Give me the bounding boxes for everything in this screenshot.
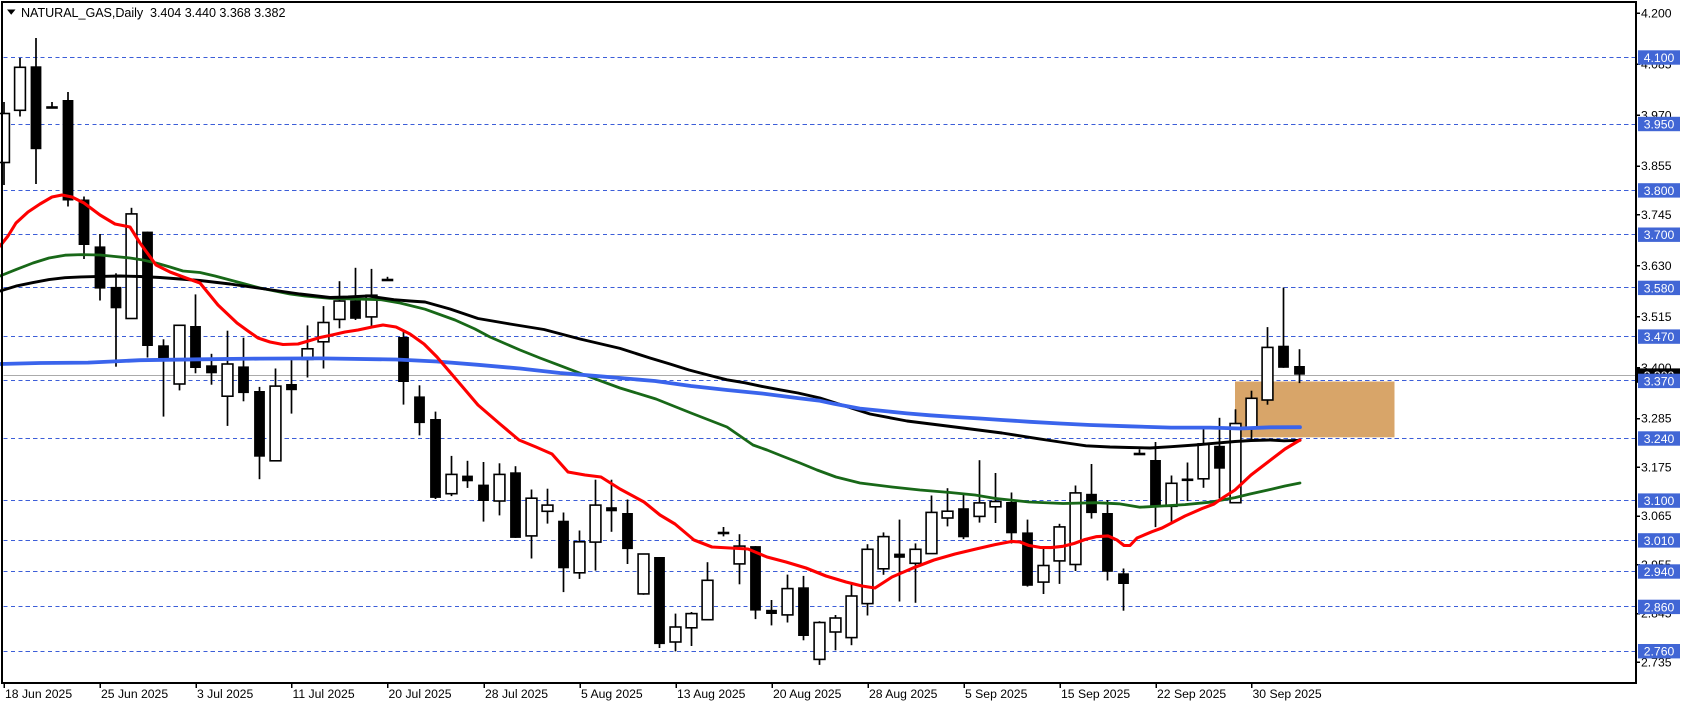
- svg-text:28 Aug 2025: 28 Aug 2025: [869, 687, 938, 701]
- svg-text:4.100: 4.100: [1644, 51, 1675, 65]
- svg-text:13 Aug 2025: 13 Aug 2025: [677, 687, 746, 701]
- svg-text:3.580: 3.580: [1644, 281, 1675, 295]
- svg-text:3.700: 3.700: [1644, 228, 1675, 242]
- svg-text:11 Jul 2025: 11 Jul 2025: [293, 687, 355, 701]
- svg-text:2.735: 2.735: [1641, 655, 1672, 669]
- svg-text:20 Aug 2025: 20 Aug 2025: [773, 687, 842, 701]
- svg-text:5 Sep 2025: 5 Sep 2025: [965, 687, 1028, 701]
- svg-text:30 Sep 2025: 30 Sep 2025: [1253, 687, 1322, 701]
- svg-text:NATURAL_GAS,Daily 3.404 3.440: NATURAL_GAS,Daily 3.404 3.440 3.368 3.38…: [21, 6, 285, 20]
- svg-text:3.855: 3.855: [1641, 159, 1672, 173]
- svg-text:22 Sep 2025: 22 Sep 2025: [1157, 687, 1226, 701]
- svg-text:3.800: 3.800: [1644, 184, 1675, 198]
- svg-text:3.470: 3.470: [1644, 330, 1675, 344]
- svg-text:3.010: 3.010: [1644, 534, 1675, 548]
- svg-text:18 Jun 2025: 18 Jun 2025: [5, 687, 72, 701]
- svg-text:3.065: 3.065: [1641, 509, 1672, 523]
- svg-text:3.285: 3.285: [1641, 412, 1672, 426]
- svg-text:15 Sep 2025: 15 Sep 2025: [1061, 687, 1130, 701]
- svg-text:3.950: 3.950: [1644, 117, 1675, 131]
- svg-text:3.745: 3.745: [1641, 208, 1672, 222]
- svg-text:4.200: 4.200: [1641, 6, 1672, 20]
- svg-text:2.760: 2.760: [1644, 645, 1675, 659]
- svg-text:2.860: 2.860: [1644, 600, 1675, 614]
- svg-text:2.940: 2.940: [1644, 565, 1675, 579]
- svg-text:3.630: 3.630: [1641, 259, 1672, 273]
- svg-text:25 Jun 2025: 25 Jun 2025: [101, 687, 168, 701]
- svg-text:3.100: 3.100: [1644, 494, 1675, 508]
- svg-text:3.240: 3.240: [1644, 432, 1675, 446]
- svg-text:3.175: 3.175: [1641, 461, 1672, 475]
- svg-text:5 Aug 2025: 5 Aug 2025: [581, 687, 643, 701]
- svg-text:20 Jul 2025: 20 Jul 2025: [389, 687, 452, 701]
- svg-text:3.515: 3.515: [1641, 310, 1672, 324]
- svg-text:28 Jul 2025: 28 Jul 2025: [485, 687, 548, 701]
- svg-text:3.370: 3.370: [1644, 374, 1675, 388]
- svg-text:3 Jul 2025: 3 Jul 2025: [197, 687, 253, 701]
